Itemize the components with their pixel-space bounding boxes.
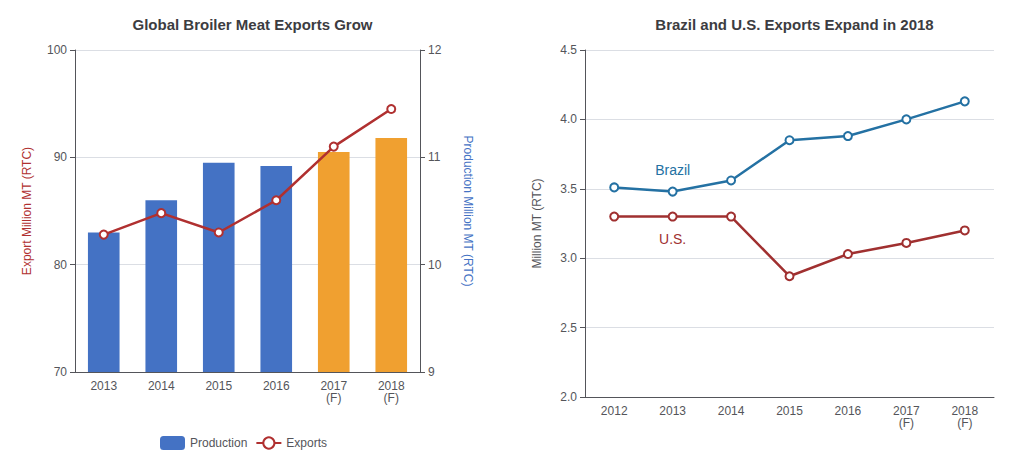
svg-text:Export Million MT (RTC): Export Million MT (RTC) (20, 147, 34, 275)
svg-text:Production: Production (190, 436, 247, 450)
svg-text:3.5: 3.5 (560, 182, 577, 196)
svg-text:70: 70 (54, 365, 68, 379)
svg-text:2017: 2017 (893, 404, 920, 418)
svg-text:2016: 2016 (263, 379, 290, 393)
svg-text:2013: 2013 (659, 404, 686, 418)
svg-text:2013: 2013 (90, 379, 117, 393)
svg-text:2014: 2014 (718, 404, 745, 418)
svg-text:Brazil and U.S. Exports Expand: Brazil and U.S. Exports Expand in 2018 (655, 16, 933, 33)
svg-text:2.0: 2.0 (560, 390, 577, 404)
svg-text:Global Broiler Meat Exports Gr: Global Broiler Meat Exports Grow (132, 16, 372, 33)
svg-text:(F): (F) (384, 391, 399, 405)
svg-text:10: 10 (428, 258, 442, 272)
svg-text:9: 9 (428, 365, 435, 379)
svg-text:Million MT (RTC): Million MT (RTC) (530, 178, 544, 268)
svg-text:100: 100 (47, 43, 67, 57)
svg-text:Production Million MT (RTC): Production Million MT (RTC) (461, 136, 475, 287)
svg-text:Brazil: Brazil (655, 162, 690, 178)
svg-text:11: 11 (428, 150, 441, 164)
svg-text:2015: 2015 (205, 379, 232, 393)
svg-text:U.S.: U.S. (659, 231, 686, 247)
svg-text:2012: 2012 (601, 404, 628, 418)
svg-text:4.0: 4.0 (560, 112, 577, 126)
svg-text:(F): (F) (899, 416, 914, 430)
svg-text:(F): (F) (957, 416, 972, 430)
svg-text:90: 90 (54, 150, 68, 164)
svg-text:Exports: Exports (286, 436, 327, 450)
svg-text:2018: 2018 (951, 404, 979, 418)
svg-text:2018: 2018 (377, 379, 405, 393)
svg-text:2016: 2016 (835, 404, 862, 418)
svg-text:2015: 2015 (776, 404, 803, 418)
svg-text:4.5: 4.5 (560, 43, 577, 57)
svg-text:12: 12 (428, 43, 442, 57)
svg-text:3.0: 3.0 (560, 251, 577, 265)
svg-text:2017: 2017 (320, 379, 348, 393)
svg-text:80: 80 (54, 258, 68, 272)
svg-text:(F): (F) (326, 391, 341, 405)
svg-text:2.5: 2.5 (560, 321, 577, 335)
svg-text:2014: 2014 (148, 379, 175, 393)
